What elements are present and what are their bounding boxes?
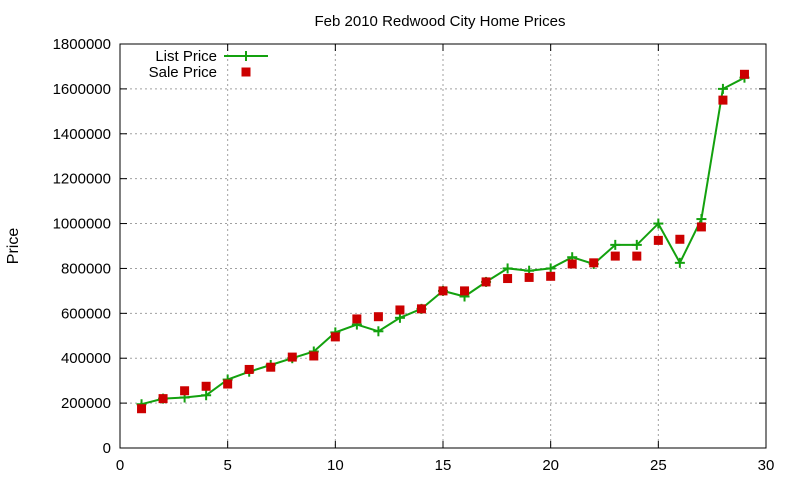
sale-price-point (524, 272, 534, 282)
y-tick-label: 1000000 (53, 216, 111, 233)
legend-label-list-price: List Price (155, 48, 217, 65)
y-tick-label: 1200000 (53, 171, 111, 188)
sale-price-point (158, 394, 168, 404)
chart-title: Feb 2010 Redwood City Home Prices (315, 13, 566, 30)
sale-price-point (373, 312, 383, 322)
sale-price-point (503, 274, 513, 284)
y-tick-label: 200000 (61, 395, 111, 412)
sale-price-point (137, 404, 147, 414)
sale-price-point (653, 235, 663, 245)
sale-price-point (309, 351, 319, 361)
y-tick-label: 1400000 (53, 126, 111, 143)
legend-marker-sale-price (241, 67, 251, 77)
x-axis: 0 5 10 15 20 25 30 (116, 44, 775, 474)
sale-price-point (696, 222, 706, 232)
y-axis-label: Price (5, 228, 22, 265)
sale-price-point (244, 364, 254, 374)
sale-price-point (223, 379, 233, 389)
y-tick-label: 400000 (61, 350, 111, 367)
sale-price-point (481, 277, 491, 287)
sale-price-point (546, 271, 556, 281)
list-price-point (373, 326, 384, 337)
series-layer (136, 69, 750, 414)
sale-price-point (352, 314, 362, 324)
x-tick-label: 25 (650, 457, 667, 474)
y-tick-label: 600000 (61, 305, 111, 322)
sale-price-point (675, 234, 685, 244)
x-tick-label: 30 (758, 457, 775, 474)
list-price-point (394, 312, 405, 323)
sale-price-point (632, 251, 642, 261)
sale-price-point (718, 95, 728, 105)
list-price-point (545, 263, 556, 274)
sale-price-point (438, 286, 448, 296)
sale-price-point (180, 386, 190, 396)
x-tick-label: 20 (542, 457, 559, 474)
legend-marker-list-price (241, 51, 251, 61)
sale-price-point (201, 381, 211, 391)
sale-price-point (589, 258, 599, 268)
list-price-point (631, 239, 642, 250)
sale-price-point (395, 305, 405, 315)
list-price-point (610, 239, 621, 250)
y-axis: 0 200000 400000 600000 800000 1000000 1200000 1… (53, 36, 766, 457)
x-tick-label: 0 (116, 457, 124, 474)
sale-price-point (567, 259, 577, 269)
list-price-point (502, 263, 513, 274)
x-tick-label: 5 (223, 457, 231, 474)
list-price-point (653, 218, 664, 229)
list-price-point (717, 83, 728, 94)
x-tick-label: 15 (435, 457, 452, 474)
y-tick-label: 1800000 (53, 36, 111, 53)
y-tick-label: 800000 (61, 260, 111, 277)
y-tick-label: 1600000 (53, 81, 111, 98)
sale-price-point (739, 69, 749, 79)
x-tick-label: 10 (327, 457, 344, 474)
sale-price-point (266, 362, 276, 372)
list-price-point (201, 390, 212, 401)
sale-price-point (460, 286, 470, 296)
list-price-point (696, 214, 707, 225)
sale-price-point (416, 304, 426, 314)
sale-price-point (610, 251, 620, 261)
legend-label-sale-price: Sale Price (149, 64, 217, 81)
y-tick-label: 0 (103, 440, 111, 457)
sale-price-point (287, 352, 297, 362)
list-price-point (674, 257, 685, 268)
sale-price-point (330, 332, 340, 342)
